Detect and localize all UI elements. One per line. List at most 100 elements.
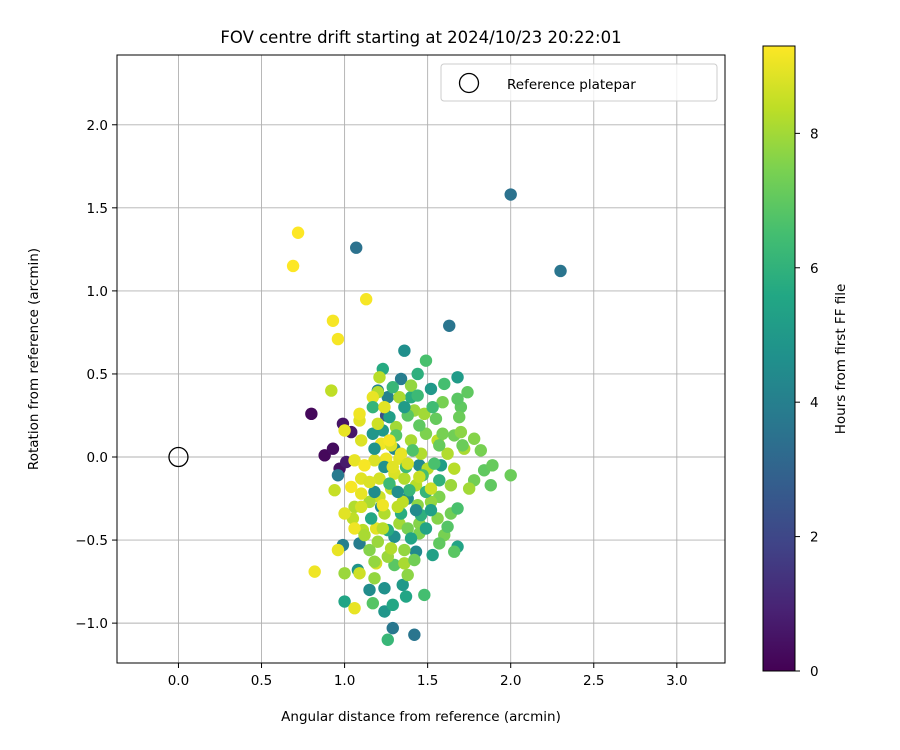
data-point <box>378 582 391 595</box>
data-point <box>448 462 461 475</box>
data-point <box>331 543 345 557</box>
data-point <box>325 384 338 397</box>
data-point <box>456 439 469 452</box>
data-point <box>401 568 414 582</box>
data-point <box>386 598 399 612</box>
colorbar-border <box>762 45 796 672</box>
data-point <box>373 472 386 485</box>
data-point <box>424 503 438 517</box>
data-point <box>408 553 421 567</box>
legend-reference-marker <box>458 72 480 94</box>
x-tick-label: 2.0 <box>500 673 521 689</box>
data-point <box>378 400 391 414</box>
scatter-points <box>286 188 567 646</box>
data-point <box>401 522 414 535</box>
data-point <box>398 472 411 485</box>
data-point <box>418 407 431 421</box>
data-point <box>363 475 376 489</box>
data-point <box>384 542 398 555</box>
data-point <box>419 354 433 367</box>
data-point <box>388 558 401 572</box>
data-point <box>348 522 361 535</box>
data-point <box>368 572 381 585</box>
data-point <box>383 477 396 490</box>
x-tick-label: 3.0 <box>666 673 687 689</box>
y-tick-label: −1.0 <box>75 616 108 632</box>
data-point <box>453 410 466 424</box>
data-point <box>383 410 396 424</box>
data-point <box>383 434 396 447</box>
x-tick-label: 1.0 <box>334 673 355 689</box>
reference-platepar-point <box>168 446 189 468</box>
data-point <box>474 444 488 457</box>
plot-border <box>116 54 726 664</box>
y-tick-label: 2.0 <box>87 118 108 134</box>
data-point <box>368 485 381 499</box>
data-point <box>438 377 451 391</box>
data-point <box>386 381 399 394</box>
data-point <box>399 590 413 603</box>
data-point <box>462 482 476 495</box>
data-point <box>436 427 449 440</box>
data-point <box>411 367 424 381</box>
plot-frame <box>116 54 726 664</box>
data-point <box>426 548 439 562</box>
data-point <box>436 395 449 409</box>
data-point <box>338 424 351 437</box>
data-point <box>441 520 454 533</box>
data-point <box>504 469 517 482</box>
data-point <box>451 502 464 515</box>
data-point <box>376 522 389 535</box>
data-point <box>394 447 408 460</box>
data-point <box>398 557 411 570</box>
data-point <box>326 314 340 327</box>
data-point <box>366 400 380 414</box>
data-point <box>338 507 351 520</box>
data-point <box>331 469 345 482</box>
colorbar-tick-label: 8 <box>810 126 819 142</box>
legend: Reference platepar <box>440 63 718 102</box>
data-point <box>467 432 481 445</box>
data-point <box>308 565 321 578</box>
data-point <box>348 454 361 467</box>
data-point <box>413 419 426 432</box>
data-point <box>358 459 371 472</box>
data-point <box>354 487 368 500</box>
data-point <box>433 537 446 550</box>
colorbar-label: Hours from first FF file <box>833 284 849 435</box>
data-point <box>424 482 438 495</box>
data-point <box>424 382 438 396</box>
data-point <box>363 543 376 557</box>
colorbar-gradient <box>763 46 795 671</box>
data-point <box>305 407 318 421</box>
data-point <box>419 427 433 440</box>
legend-reference-label: Reference platepar <box>507 77 636 93</box>
data-point <box>451 371 464 384</box>
y-axis-label: Rotation from reference (arcmin) <box>26 248 42 470</box>
colorbar-tick-label: 0 <box>810 664 819 680</box>
colorbar-tick-label: 4 <box>810 395 819 411</box>
data-point <box>354 500 368 514</box>
data-point <box>386 621 399 635</box>
data-point <box>404 379 418 392</box>
data-point <box>448 545 461 558</box>
y-tick-label: 0.5 <box>87 367 108 383</box>
x-tick-label: 1.5 <box>417 673 438 689</box>
data-point <box>413 470 426 484</box>
data-point <box>391 500 404 514</box>
data-point <box>433 474 446 487</box>
data-point <box>371 535 385 548</box>
data-point <box>429 412 443 426</box>
data-point <box>373 371 386 384</box>
x-tick-label: 0.5 <box>251 673 272 689</box>
data-point <box>386 460 399 474</box>
data-point <box>338 595 351 608</box>
data-point <box>368 442 381 455</box>
data-point <box>291 226 305 239</box>
data-point <box>409 503 423 517</box>
data-point <box>371 417 385 430</box>
data-point <box>401 457 414 470</box>
data-point <box>451 392 464 406</box>
data-point <box>391 485 404 499</box>
